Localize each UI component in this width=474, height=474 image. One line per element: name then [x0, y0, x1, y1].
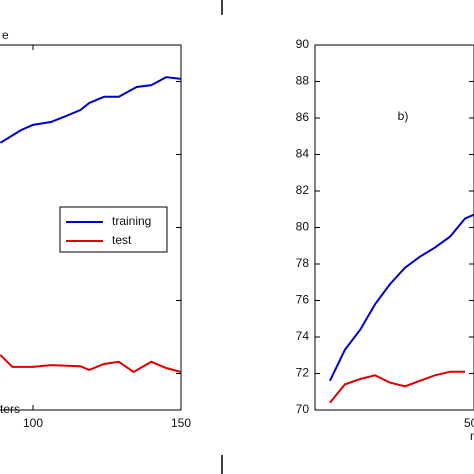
- y-tick-label: 82: [296, 183, 310, 197]
- annotation: b): [398, 109, 409, 123]
- y-tick-label: 76: [296, 293, 310, 307]
- chart-title: e: [2, 28, 9, 42]
- y-tick-label: 78: [296, 256, 310, 270]
- legend-label: training: [112, 214, 151, 228]
- y-tick-label: 74: [296, 329, 310, 343]
- y-tick-label: 90: [296, 37, 310, 51]
- y-tick-label: 84: [296, 147, 310, 161]
- x-tick-label: 100: [23, 416, 43, 430]
- x-axis-label: ters: [0, 402, 20, 416]
- data-line: [0, 76, 182, 144]
- legend-label: test: [112, 233, 132, 247]
- x-tick-label: 150: [171, 416, 191, 430]
- y-tick-label: 80: [296, 220, 310, 234]
- plot-area: [314, 44, 474, 411]
- x-tick-label: 500: [464, 416, 474, 430]
- y-tick-label: 70: [296, 402, 310, 416]
- chart: 70 72 74 76 78 80 82 84 86 88 90 500 b) n: [296, 37, 474, 443]
- data-line: [329, 370, 466, 404]
- data-line: [328, 213, 474, 382]
- legend-box: [59, 206, 168, 253]
- chart: 13579050100150eterstrainingtest: [0, 28, 191, 430]
- y-tick-label: 72: [296, 366, 310, 380]
- x-axis-label: n: [470, 429, 474, 443]
- data-line: [0, 354, 182, 374]
- y-tick-label: 86: [296, 110, 310, 124]
- y-tick-label: 88: [296, 74, 310, 88]
